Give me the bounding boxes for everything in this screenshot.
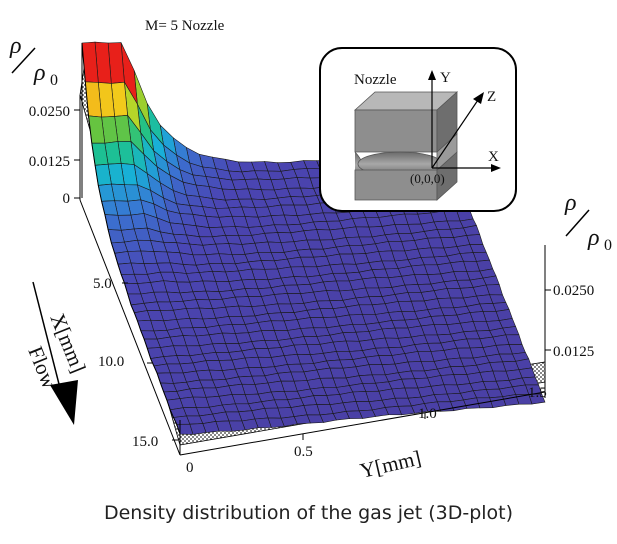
nozzle-inset: Nozzle Y Z X (0,0,0) [319,47,517,212]
x-tick-1: 10.0 [98,354,124,370]
x-tick-0: 5.0 [93,276,112,292]
z-tick-right-1: 0.0125 [553,344,594,360]
chart-title: M= 5 Nozzle [145,18,225,34]
figure-caption: Density distribution of the gas jet (3D-… [103,502,514,524]
x-axis [79,199,181,456]
inset-axis-z: Z [487,89,496,105]
x-tick-2: 15.0 [132,434,158,450]
z-label-left-sub: 0 [50,72,58,89]
y-tick-0: 0 [186,460,194,476]
inset-axis-y: Y [440,70,451,86]
x-ticks [122,282,178,441]
y-tick-3: 1.5 [528,385,547,401]
density-surface [81,41,546,445]
z-ticks-right [545,289,551,351]
y-tick-1: 0.5 [294,444,313,460]
z-ticks-left [74,109,80,199]
z-label-left-num: ρ [9,33,22,59]
surface-edge [81,42,181,445]
z-label-left-den: ρ [33,60,46,86]
z-label-right-den: ρ [587,225,600,251]
z-label-right-num: ρ [564,190,577,216]
y-axis [179,391,546,456]
inset-nozzle-label: Nozzle [354,72,397,88]
y-ticks [302,392,546,440]
y-tick-2: 1.0 [418,406,437,422]
inset-origin: (0,0,0) [410,171,445,186]
z-label-right-sub: 0 [604,237,612,254]
z-tick-left-1: 0.0125 [29,154,70,170]
z-tick-right-0: 0.0250 [553,283,594,299]
flow-arrow [32,281,78,425]
z-tick-left-0: 0.0250 [29,104,70,120]
y-axis-label: Y[mm] [358,446,424,483]
z-tick-left-2: 0 [63,191,71,207]
z-axis-label-left: ρ ρ 0 [9,33,58,89]
inset-axis-x: X [488,149,499,165]
z-axis-label-right: ρ ρ 0 [564,190,612,254]
